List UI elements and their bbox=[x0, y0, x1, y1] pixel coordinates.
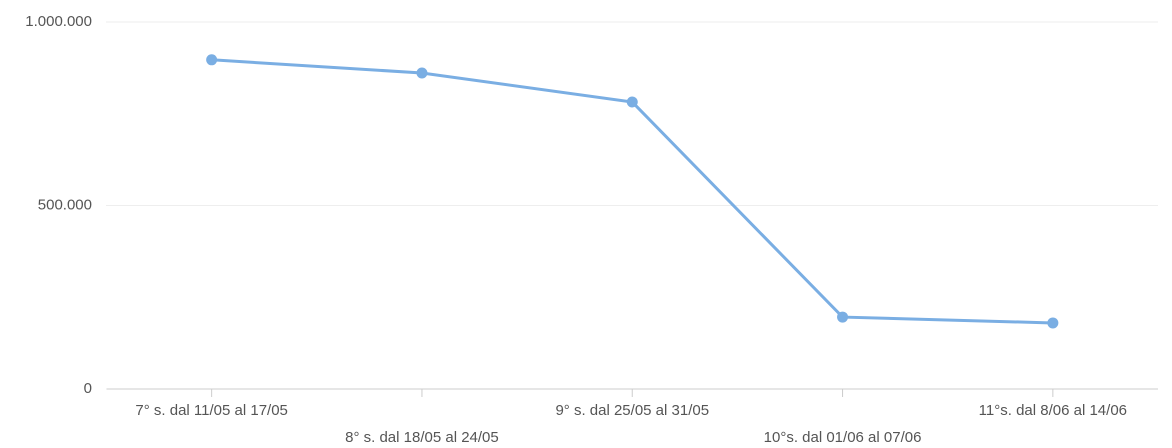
y-tick-label: 1.000.000 bbox=[25, 13, 92, 30]
x-tick-label: 9° s. dal 25/05 al 31/05 bbox=[555, 402, 709, 419]
point bbox=[416, 67, 428, 79]
point bbox=[206, 54, 218, 66]
x-tick-label: 11°s. dal 8/06 al 14/06 bbox=[979, 402, 1127, 419]
x-tick-label: 10°s. dal 01/06 al 07/06 bbox=[764, 429, 922, 446]
point bbox=[626, 96, 638, 108]
x-tick-label: 7° s. dal 11/05 al 17/05 bbox=[135, 402, 288, 419]
y-tick-label: 0 bbox=[84, 380, 92, 397]
y-tick-label: 500.000 bbox=[38, 196, 92, 213]
point bbox=[1047, 317, 1059, 329]
point bbox=[837, 311, 849, 323]
x-tick-label: 8° s. dal 18/05 al 24/05 bbox=[345, 429, 499, 446]
